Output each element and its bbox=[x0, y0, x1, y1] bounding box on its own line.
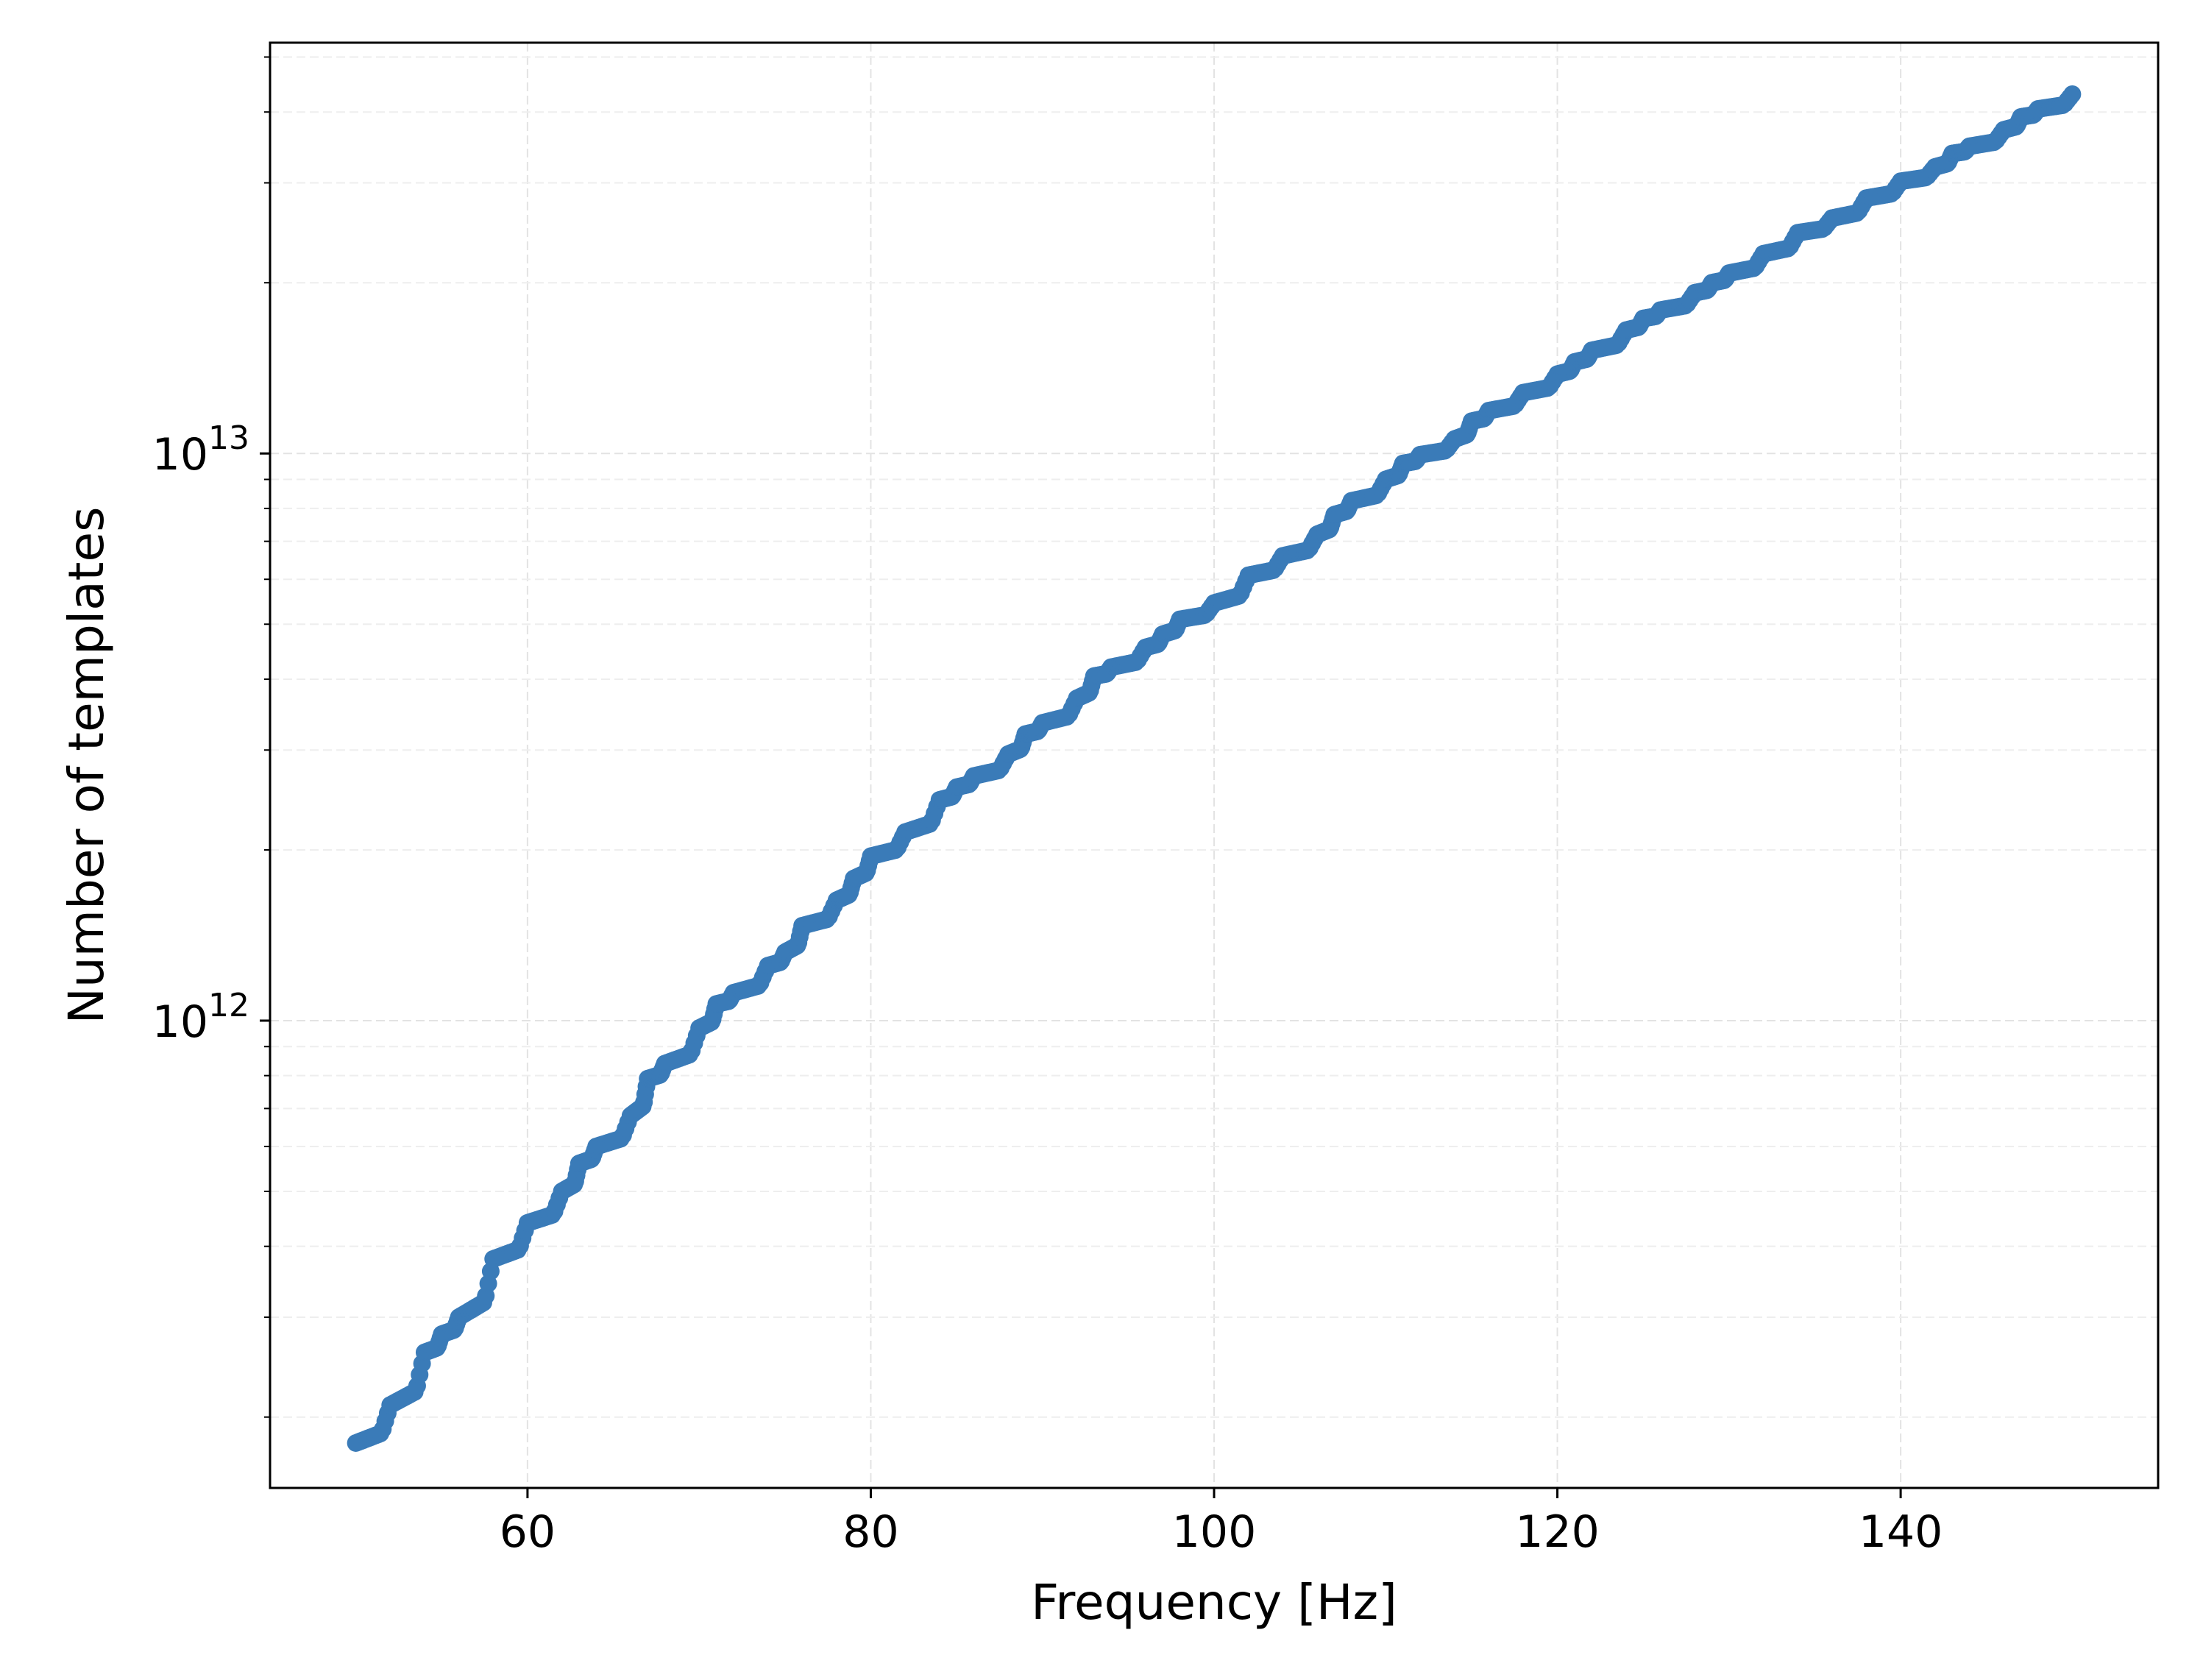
y-tick-label: 1013 bbox=[152, 419, 249, 481]
data-series bbox=[347, 85, 2082, 1452]
x-tick-label: 60 bbox=[500, 1506, 556, 1558]
y-axis-label: Number of templates bbox=[58, 506, 115, 1024]
x-tick-label: 140 bbox=[1859, 1506, 1943, 1558]
x-axis-label: Frequency [Hz] bbox=[1031, 1574, 1397, 1631]
y-tick-label: 1012 bbox=[152, 987, 249, 1048]
x-tick-label: 120 bbox=[1515, 1506, 1600, 1558]
axes: 60 80 100 120 140 1012 1013 bbox=[152, 56, 1943, 1558]
grid-lines bbox=[270, 43, 2158, 1488]
data-point bbox=[2063, 85, 2082, 103]
x-tick-label: 80 bbox=[842, 1506, 898, 1558]
x-tick-label: 100 bbox=[1172, 1506, 1257, 1558]
